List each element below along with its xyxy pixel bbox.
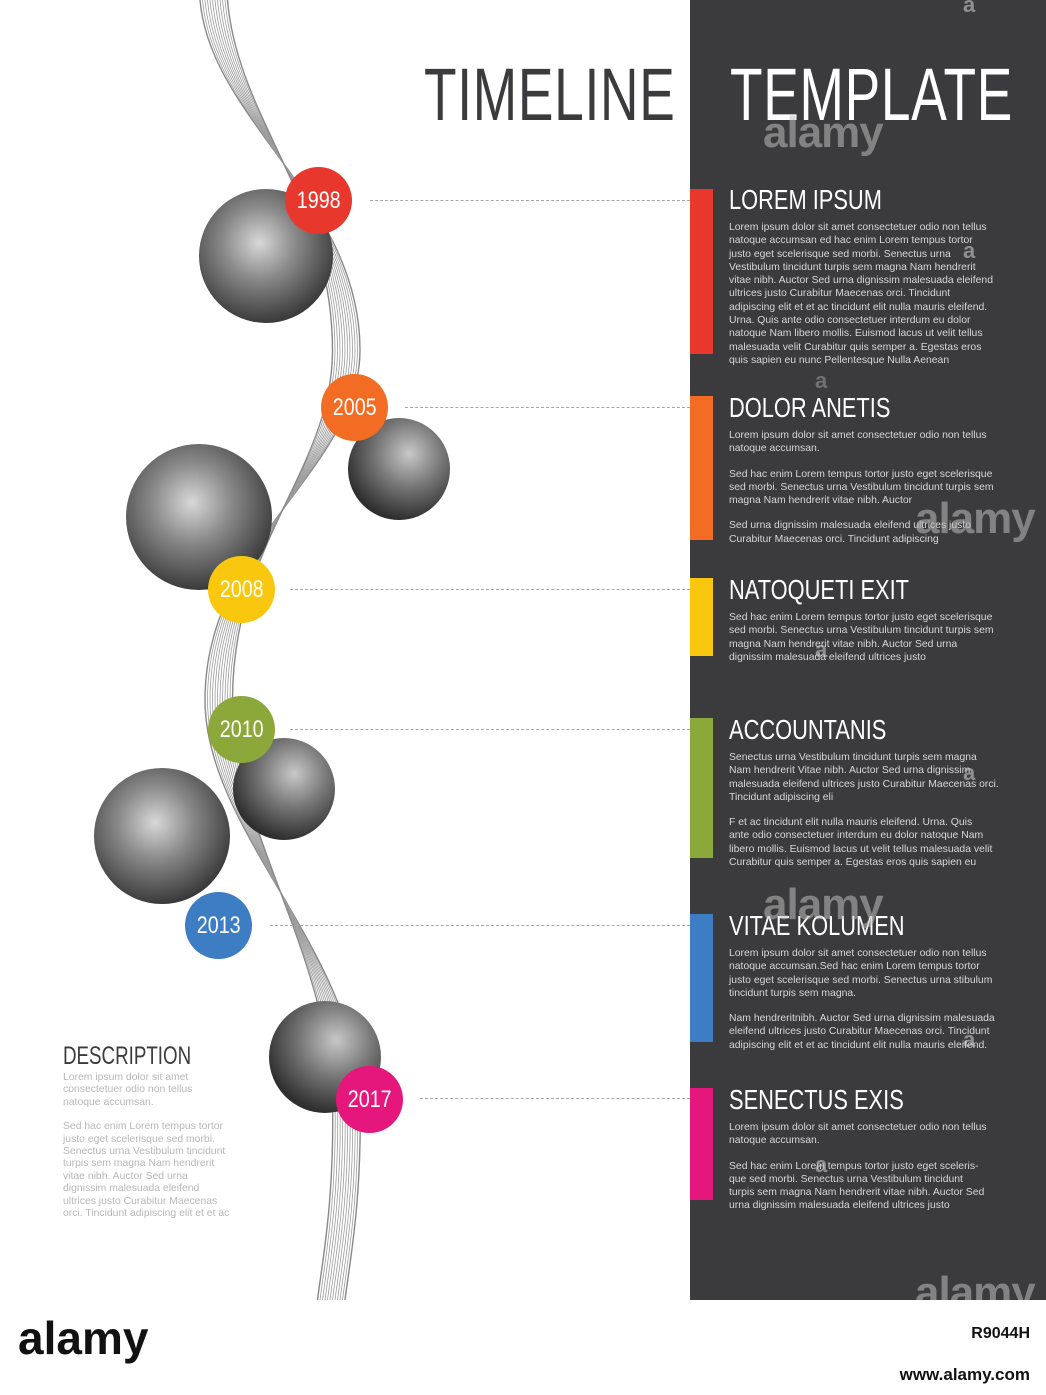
entry-4: ACCOUNTANIS Senectus urna Vestibulum tin…	[729, 715, 1009, 881]
photo-circle	[94, 768, 230, 904]
watermark-mark: a	[963, 1027, 976, 1052]
color-bar-red	[690, 189, 713, 354]
entry-heading: ACCOUNTANIS	[729, 714, 887, 745]
connector-line	[405, 407, 690, 408]
year-badge-2017: 2017	[336, 1066, 403, 1133]
color-bar-pink	[690, 1088, 713, 1200]
entry-2: DOLOR ANETIS Lorem ipsum dolor sit amet …	[729, 393, 1009, 558]
color-bar-blue	[690, 914, 713, 1042]
entry-text: Lorem ipsum dolor sit amet consectetuer …	[729, 948, 993, 999]
photo-circle	[233, 738, 335, 840]
watermark-mark: a	[963, 0, 976, 17]
description-text: Lorem ipsum dolor sit amet consectetuer …	[63, 1072, 193, 1108]
entry-1: LOREM IPSUM Lorem ipsum dolor sit amet c…	[729, 185, 1009, 379]
watermark-logo: alamy	[915, 494, 1036, 543]
color-bar-yellow	[690, 578, 713, 656]
description-block: DESCRIPTION Lorem ipsum dolor sit amet c…	[63, 1042, 238, 1232]
alamy-footer-graphic: alamy R9044H www.alamy.com	[18, 1312, 1030, 1384]
watermark-mark: a	[963, 238, 976, 263]
year-badge-1998: 1998	[285, 167, 352, 234]
watermark-logo: alamy	[915, 1268, 1036, 1300]
year-badge-2008: 2008	[208, 556, 275, 623]
connector-line	[270, 925, 690, 926]
image-id: R9044H	[971, 1325, 1030, 1342]
entry-text: Nam hendreritnibh. Auctor Sed urna digni…	[729, 1013, 995, 1051]
photo-circle	[348, 418, 450, 520]
title-template: TEMPLATE	[730, 53, 1014, 136]
entry-heading: NATOQUETI EXIT	[729, 574, 910, 605]
entry-heading: DOLOR ANETIS	[729, 392, 891, 423]
entry-heading: LOREM IPSUM	[729, 184, 882, 215]
year-badge-2005: 2005	[321, 374, 388, 441]
color-bar-orange	[690, 396, 713, 540]
watermark-mark: a	[963, 760, 976, 785]
watermark-mark: a	[815, 637, 828, 662]
description-title: DESCRIPTION	[63, 1042, 192, 1070]
entry-heading: VITAE KOLUMEN	[729, 910, 905, 941]
entry-5: VITAE KOLUMEN Lorem ipsum dolor sit amet…	[729, 911, 1009, 1064]
entry-text: Sed hac enim Lorem tempus tortor justo e…	[729, 468, 994, 507]
title-timeline: TIMELINE	[424, 53, 676, 136]
entry-text: Lorem ipsum dolor sit amet consectetuer …	[729, 222, 993, 366]
entry-text: Senectus urna Vestibulum tincidunt turpi…	[729, 752, 999, 803]
entry-text: Sed urna dignissim malesuada eleifend ul…	[729, 520, 972, 545]
alamy-url: www.alamy.com	[899, 1365, 1030, 1384]
watermark-mark: a	[815, 1152, 828, 1177]
infographic-canvas: TIMELINE TEMPLATE 1998 2005 2008 2010 20…	[63, 0, 1046, 1300]
connector-line	[370, 200, 690, 201]
stock-footer: alamy R9044H www.alamy.com	[0, 1300, 1046, 1390]
entry-text: Sed hac enim Lorem tempus tortor justo e…	[729, 612, 994, 663]
watermark-mark: a	[815, 368, 828, 393]
connector-line	[420, 1098, 690, 1099]
entry-3: NATOQUETI EXIT Sed hac enim Lorem tempus…	[729, 575, 1009, 676]
entry-text: Lorem ipsum dolor sit amet consectetuer …	[729, 430, 987, 455]
connector-line	[290, 589, 690, 590]
year-badge-2010: 2010	[208, 696, 275, 763]
watermark-logo: alamy	[763, 880, 884, 929]
watermark-logo: alamy	[763, 108, 884, 157]
entry-heading: SENECTUS EXIS	[729, 1084, 904, 1115]
alamy-logo: alamy	[18, 1312, 149, 1364]
entry-text: F et ac tincidunt elit nulla mauris elei…	[729, 817, 993, 869]
entry-text: Lorem ipsum dolor sit amet consectetuer …	[729, 1122, 987, 1147]
entry-6: SENECTUS EXIS Lorem ipsum dolor sit amet…	[729, 1085, 1009, 1225]
photo-circle	[126, 444, 272, 590]
year-badge-2013: 2013	[185, 892, 252, 959]
color-bar-green	[690, 718, 713, 858]
dark-side-panel	[690, 0, 1046, 1300]
description-text: Sed hac enim Lorem tempus tortor justo e…	[63, 1121, 230, 1220]
entry-text: Sed hac enim Lorem tempus tortor justo e…	[729, 1160, 985, 1212]
connector-line	[290, 729, 690, 730]
